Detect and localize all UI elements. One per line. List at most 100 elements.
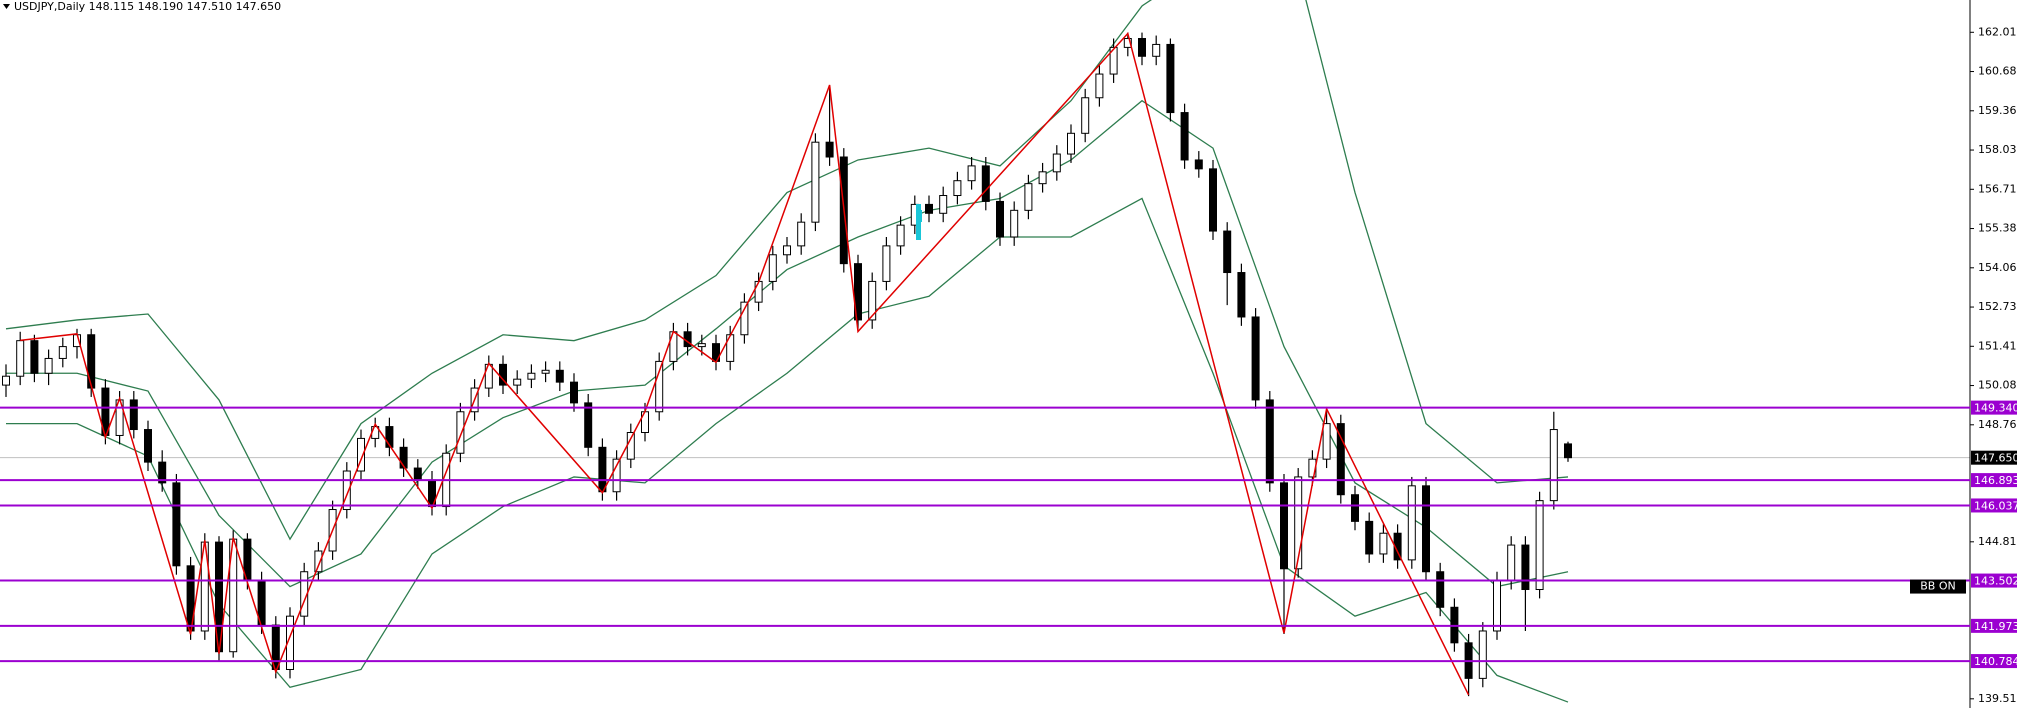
candle-body — [1493, 580, 1501, 632]
candle-body — [1209, 168, 1217, 232]
candle-body — [598, 446, 607, 493]
candle-body — [58, 346, 67, 359]
candle-body — [1038, 171, 1047, 185]
y-tick-label: 159.360 — [1978, 104, 2017, 117]
bollinger-upper — [5, 0, 1569, 541]
level-label-box — [1971, 573, 2017, 588]
candle-body — [1123, 38, 1132, 48]
candle-body — [981, 165, 990, 202]
y-tick-label: 152.735 — [1978, 300, 2017, 313]
y-tick-label: 148.760 — [1978, 418, 2017, 431]
candle-body — [1336, 423, 1345, 496]
candle-body — [797, 221, 806, 247]
menu-arrow[interactable] — [3, 4, 10, 9]
zigzag — [20, 31, 1470, 696]
candle-body — [697, 343, 706, 348]
candle-body — [527, 372, 536, 380]
candle-body — [1265, 399, 1274, 484]
candle-body — [1237, 272, 1246, 318]
y-tick-label: 154.060 — [1978, 261, 2017, 274]
candle-body — [1166, 43, 1175, 114]
candle-body — [385, 426, 394, 448]
candle-body — [570, 381, 578, 404]
level-label-box — [1971, 473, 2017, 488]
y-tick-label: 151.410 — [1978, 339, 2017, 352]
candle-body — [953, 180, 962, 197]
y-tick-label: 150.085 — [1978, 379, 2017, 392]
candle-body — [399, 446, 408, 469]
bollinger-lower — [6, 197, 1569, 703]
candle-body — [1322, 423, 1331, 460]
candle-body — [1507, 544, 1516, 582]
candle-body — [811, 141, 820, 223]
annotation-box — [1910, 579, 1966, 594]
candle-body — [1010, 209, 1019, 238]
candle-body — [1351, 494, 1359, 522]
candle-body — [854, 263, 862, 321]
candle-body — [1052, 153, 1061, 173]
bollinger-middle — [6, 99, 1569, 588]
level-label: 141.973 — [1974, 620, 2017, 633]
candle-body — [939, 195, 948, 214]
candle-body — [541, 369, 550, 374]
candle-body — [129, 399, 138, 431]
candle-body — [314, 550, 323, 573]
level-label: 143.502 — [1974, 575, 2017, 588]
candle-body — [882, 245, 891, 282]
y-tick-label: 155.385 — [1978, 222, 2017, 235]
chart-title: USDJPY,Daily 148.115 148.190 147.510 147… — [14, 0, 281, 13]
plot-area — [0, 0, 1970, 703]
y-tick-label: 144.810 — [1978, 535, 2017, 548]
candle-body — [1067, 132, 1075, 155]
y-tick-label: 158.035 — [1978, 143, 2017, 156]
candle-body — [612, 458, 621, 493]
level-label: 146.893 — [1974, 474, 2017, 487]
level-label-box — [1971, 654, 2017, 669]
candle-body — [967, 165, 976, 182]
candle-body — [754, 280, 763, 303]
y-tick-label: 139.510 — [1978, 692, 2017, 705]
marker — [918, 210, 922, 222]
candle-body — [342, 470, 351, 511]
current-price-box — [1971, 450, 2017, 465]
candle-body — [413, 467, 422, 481]
annotation: BB ON — [1920, 580, 1955, 593]
candle-body — [740, 301, 749, 336]
candle-body — [87, 334, 96, 389]
candle-body — [1152, 43, 1161, 57]
y-tick-label: 162.010 — [1978, 25, 2017, 38]
candle-body — [1407, 485, 1416, 561]
candle-body — [1365, 520, 1374, 555]
candle-body — [513, 378, 522, 386]
level-label-box — [1971, 618, 2017, 633]
candle-body — [868, 280, 877, 321]
candle-body — [626, 432, 635, 460]
candle-body — [1294, 476, 1303, 570]
candle-body — [1564, 443, 1572, 459]
candle-body — [1180, 112, 1189, 161]
candle-body — [172, 482, 181, 567]
candle-body — [1535, 500, 1544, 591]
candle-body — [1549, 429, 1558, 502]
candle-body — [456, 411, 465, 454]
candle-body — [144, 429, 152, 463]
candle-body — [768, 254, 777, 282]
candle-body — [1095, 73, 1104, 99]
candle-body — [1024, 183, 1033, 211]
y-tick-label: 156.710 — [1978, 182, 2017, 195]
current-price-label: 147.650 — [1974, 452, 2017, 465]
candle-body — [158, 461, 167, 484]
candle-body — [1393, 532, 1402, 561]
candle-body — [1280, 482, 1288, 570]
candle-body — [2, 375, 10, 386]
candle-body — [555, 369, 564, 383]
candle-body — [357, 437, 365, 472]
candle-body — [1422, 485, 1430, 573]
candle-body — [1436, 571, 1445, 608]
level-label-box — [1971, 498, 2017, 513]
candle-body — [286, 615, 294, 670]
y-tick-label: 160.685 — [1978, 65, 2017, 78]
candle-body — [1379, 532, 1388, 555]
candle-body — [825, 141, 834, 158]
